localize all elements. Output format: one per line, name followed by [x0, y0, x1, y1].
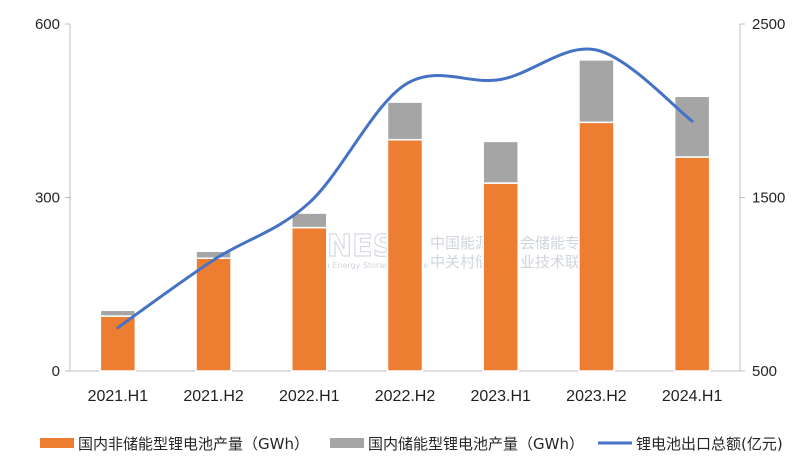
x-tick-label: 2022.H2	[375, 388, 436, 405]
legend-label: 国内非储能型锂电池产量（GWh）	[78, 435, 309, 453]
bar-storage	[578, 59, 615, 124]
x-tick-label: 2024.H1	[662, 388, 723, 405]
y-left-tick-label: 0	[52, 363, 60, 380]
x-tick-label: 2023.H1	[470, 388, 531, 405]
watermark-line1: 中国能源研究会储能专委会	[430, 234, 610, 252]
bar-storage	[386, 101, 424, 141]
y-left-tick-label: 600	[35, 16, 60, 33]
bar-non-storage	[578, 121, 615, 372]
watermark: CNESA 中国能源研究会储能专委会 中关村储能产业技术联盟 China Ene…	[304, 228, 610, 271]
axis-labels: 0 300 600 500 1500 2500 2021.H1 2021.H2 2022.H1 2…	[35, 16, 785, 405]
x-tick-label: 2021.H2	[183, 388, 244, 405]
y-right-tick-label: 1500	[752, 190, 785, 207]
bar-non-storage	[673, 156, 711, 372]
legend-label: 锂电池出口总额(亿元)	[636, 435, 783, 453]
legend-swatch	[330, 438, 364, 448]
export-line	[116, 47, 694, 330]
legend-label: 国内储能型锂电池产量（GWh）	[368, 435, 584, 453]
bar-storage	[99, 309, 137, 317]
bars	[99, 59, 711, 372]
legend-swatch	[40, 438, 74, 448]
bar-non-storage	[195, 257, 232, 372]
line-series	[116, 47, 694, 330]
y-right-tick-label: 2500	[752, 16, 785, 33]
bar-non-storage	[386, 138, 424, 372]
bar-non-storage	[482, 182, 519, 372]
x-tick-label: 2021.H1	[88, 388, 149, 405]
bar-storage	[291, 212, 328, 229]
bar-storage	[673, 95, 711, 158]
watermark-sub: China Energy Storage Alliance	[307, 261, 428, 270]
bar-non-storage	[99, 315, 137, 372]
bar-non-storage	[291, 226, 328, 372]
y-right-tick-label: 500	[752, 363, 777, 380]
y-left-tick-label: 300	[35, 190, 60, 207]
x-tick-label: 2022.H1	[279, 388, 340, 405]
legend: 国内非储能型锂电池产量（GWh） 国内储能型锂电池产量（GWh） 锂电池出口总额(亿…	[40, 435, 783, 453]
x-tick-label: 2023.H2	[566, 388, 627, 405]
bar-storage	[482, 140, 519, 184]
